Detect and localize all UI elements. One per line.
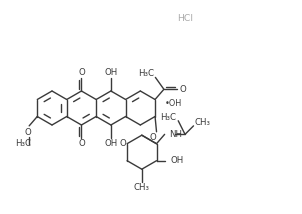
Text: OH: OH (170, 156, 184, 165)
Text: O: O (179, 85, 186, 94)
Text: O: O (25, 128, 31, 137)
Text: OH: OH (104, 68, 117, 77)
Text: H₃C: H₃C (138, 69, 154, 78)
Text: CH₃: CH₃ (134, 183, 150, 192)
Text: OH: OH (104, 139, 117, 148)
Text: O: O (120, 139, 127, 148)
Text: CH₃: CH₃ (194, 118, 210, 127)
Text: •OH: •OH (164, 99, 182, 108)
Text: O: O (78, 68, 85, 77)
Text: O: O (78, 139, 85, 148)
Text: HCl: HCl (177, 13, 193, 22)
Text: H₃C: H₃C (160, 113, 176, 122)
Text: O: O (149, 133, 156, 142)
Text: H₃C: H₃C (15, 139, 31, 148)
Text: NH: NH (169, 130, 182, 139)
